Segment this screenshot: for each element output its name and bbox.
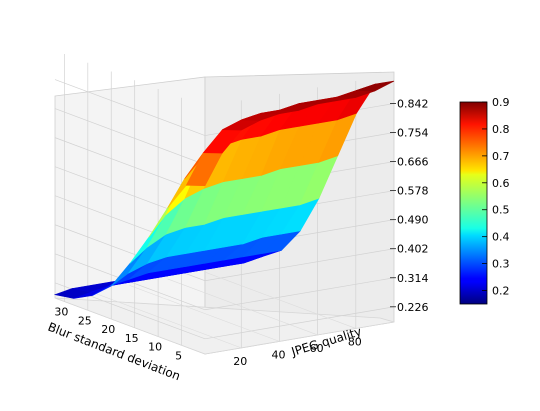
z-tick-label: 0.754 [397,127,429,140]
floor-pane [54,297,395,355]
z-tick-label: 0.666 [397,156,429,169]
y-tick-label: 10 [148,341,162,354]
x-tick-label: 20 [233,355,247,368]
y-axis: 5 10 15 20 25 30 [54,306,182,363]
y-tick-label: 15 [125,332,139,345]
z-tick-label: 0.490 [397,214,429,227]
x-axis: 20 40 60 80 [233,335,362,367]
y-tick-label: 30 [54,306,68,319]
colorbar-tick-label: 0.3 [492,258,510,271]
x-tick-label: 60 [310,342,324,355]
x-floor-gridline [205,272,356,329]
colorbar-tick-label: 0.8 [492,123,510,136]
colorbar-tick-label: 0.9 [492,96,510,109]
colorbar-tick-label: 0.5 [492,204,510,217]
y-tick-label: 20 [101,323,115,336]
z-gridline [54,224,395,282]
z-tick-label: 0.578 [397,185,429,198]
z-gridline [54,282,395,340]
colorbar-tick-label: 0.4 [492,231,510,244]
surface-patch [356,80,395,92]
z-axis: 0.226 0.314 0.402 0.490 0.578 0.666 0.754 0.842 [390,98,429,314]
y-tick-label: 25 [78,314,92,327]
x-tick-label: 80 [348,335,362,348]
colorbar-tick-label: 0.6 [492,177,510,190]
x-floor-gridline [167,278,318,336]
z-tick-label: 0.842 [397,98,429,111]
colorbar [459,101,488,305]
x-tick-label: 40 [271,348,285,361]
colorbar-ticks: 0.2 0.3 0.4 0.5 0.6 0.7 0.8 0.9 [482,96,510,298]
z-tick-label: 0.402 [397,243,429,256]
y-tick-label: 5 [175,349,182,362]
x-floor-gridline [129,285,280,342]
x-floor-gridline [91,291,242,349]
surface-mesh [53,80,395,299]
z-tick-label: 0.314 [397,272,429,285]
z-gridline [54,253,395,311]
z-tick-label: 0.226 [397,301,429,314]
colorbar-tick-label: 0.7 [492,150,510,163]
colorbar-tick-label: 0.2 [492,285,510,298]
